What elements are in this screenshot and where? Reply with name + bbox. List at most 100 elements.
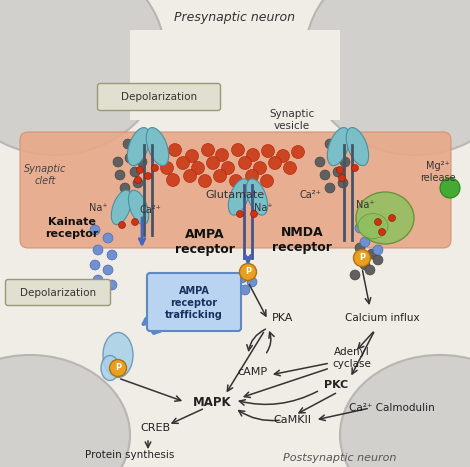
Circle shape — [115, 170, 125, 180]
Text: AMPA
receptor: AMPA receptor — [175, 228, 235, 256]
Circle shape — [232, 143, 244, 156]
Text: CREB: CREB — [140, 423, 170, 433]
Circle shape — [260, 175, 274, 187]
FancyBboxPatch shape — [97, 84, 220, 111]
Text: Glutamate: Glutamate — [205, 190, 265, 200]
Ellipse shape — [0, 0, 165, 155]
Circle shape — [353, 249, 370, 267]
Text: Calcium influx: Calcium influx — [345, 313, 419, 323]
Circle shape — [198, 175, 212, 187]
FancyBboxPatch shape — [147, 273, 241, 331]
Circle shape — [253, 162, 266, 175]
Circle shape — [337, 133, 347, 143]
Text: PKA: PKA — [272, 313, 293, 323]
Text: Ca²⁺: Ca²⁺ — [139, 205, 161, 215]
Ellipse shape — [356, 192, 414, 244]
Circle shape — [90, 260, 100, 270]
Circle shape — [245, 170, 258, 183]
Circle shape — [240, 263, 257, 281]
Text: Postsynaptic neuron: Postsynaptic neuron — [283, 453, 397, 463]
Circle shape — [355, 223, 365, 233]
Circle shape — [169, 143, 181, 156]
Circle shape — [328, 153, 338, 163]
Bar — [130, 30, 340, 120]
Circle shape — [240, 285, 250, 295]
Circle shape — [320, 170, 330, 180]
Circle shape — [337, 167, 344, 174]
Circle shape — [375, 219, 382, 226]
Text: Synaptic
cleft: Synaptic cleft — [24, 164, 66, 186]
Circle shape — [160, 162, 173, 175]
Ellipse shape — [101, 355, 119, 381]
Circle shape — [378, 228, 385, 235]
Text: P: P — [245, 268, 251, 276]
Circle shape — [373, 245, 383, 255]
Circle shape — [325, 183, 335, 193]
Circle shape — [367, 249, 377, 259]
Circle shape — [93, 275, 103, 285]
Circle shape — [123, 139, 133, 149]
Ellipse shape — [305, 0, 470, 155]
Circle shape — [202, 143, 214, 156]
Text: Depolarization: Depolarization — [121, 92, 197, 102]
Text: MAPK: MAPK — [193, 396, 231, 409]
Circle shape — [206, 156, 219, 170]
Text: Na⁺: Na⁺ — [254, 203, 272, 213]
Ellipse shape — [127, 127, 150, 166]
Circle shape — [151, 164, 158, 171]
Circle shape — [107, 280, 117, 290]
Circle shape — [237, 273, 247, 283]
Text: Synaptic
vesicle: Synaptic vesicle — [269, 109, 314, 131]
Circle shape — [177, 156, 189, 170]
Circle shape — [133, 178, 143, 188]
Circle shape — [136, 167, 143, 174]
Text: Ca²⁺: Ca²⁺ — [299, 190, 321, 200]
Circle shape — [360, 237, 370, 247]
Text: Kainate
receptor: Kainate receptor — [45, 217, 99, 239]
Text: Depolarization: Depolarization — [20, 288, 96, 298]
Ellipse shape — [0, 355, 130, 467]
Circle shape — [325, 139, 335, 149]
Circle shape — [113, 157, 123, 167]
Circle shape — [186, 149, 198, 163]
Circle shape — [93, 245, 103, 255]
Circle shape — [338, 178, 348, 188]
Ellipse shape — [111, 190, 132, 225]
Circle shape — [315, 157, 325, 167]
Ellipse shape — [103, 333, 133, 377]
Circle shape — [130, 167, 140, 177]
Circle shape — [389, 214, 395, 221]
Circle shape — [221, 162, 235, 175]
Circle shape — [440, 178, 460, 198]
Text: PKC: PKC — [324, 380, 348, 390]
Circle shape — [107, 250, 117, 260]
Text: Na⁺: Na⁺ — [89, 203, 107, 213]
Text: Presynaptic neuron: Presynaptic neuron — [174, 12, 296, 24]
FancyBboxPatch shape — [20, 132, 451, 248]
Circle shape — [144, 172, 151, 179]
Text: P: P — [115, 363, 121, 373]
Text: Na⁺: Na⁺ — [356, 200, 374, 210]
Circle shape — [261, 144, 274, 157]
Text: AMPA
receptor
trafficking: AMPA receptor trafficking — [165, 286, 223, 319]
Circle shape — [154, 149, 166, 162]
Ellipse shape — [146, 127, 169, 166]
FancyBboxPatch shape — [6, 280, 110, 305]
Ellipse shape — [246, 179, 268, 215]
Circle shape — [291, 146, 305, 158]
Circle shape — [103, 233, 113, 243]
Circle shape — [251, 211, 258, 218]
Ellipse shape — [340, 355, 470, 467]
Circle shape — [134, 177, 141, 184]
Text: CaMKII: CaMKII — [273, 415, 311, 425]
Circle shape — [137, 157, 147, 167]
Text: P: P — [359, 254, 365, 262]
Circle shape — [238, 156, 251, 170]
Circle shape — [247, 277, 257, 287]
Circle shape — [135, 133, 145, 143]
Circle shape — [103, 265, 113, 275]
Circle shape — [166, 174, 180, 186]
Circle shape — [118, 221, 125, 228]
Circle shape — [120, 183, 130, 193]
Ellipse shape — [228, 179, 250, 215]
